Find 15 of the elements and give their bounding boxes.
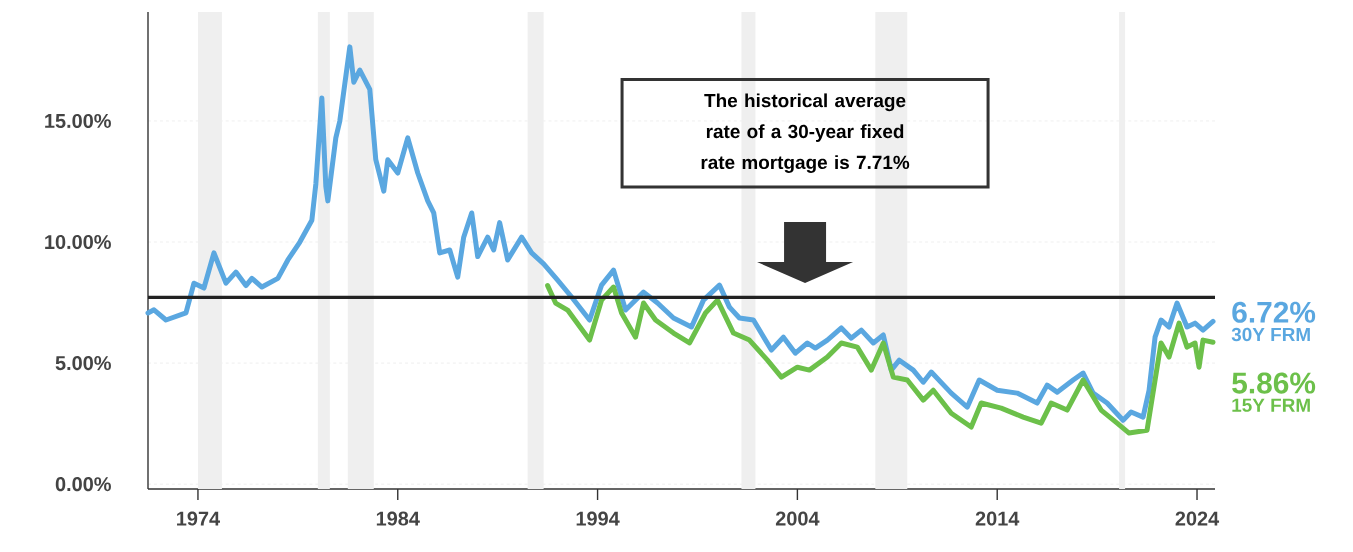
x-tick-label: 2014	[975, 511, 1020, 526]
text: 15Y FRM	[1232, 398, 1310, 412]
y-tick-label: 10.00%	[45, 234, 111, 250]
x-tick-label: 1974	[177, 511, 220, 526]
x-tick-label: 2004	[775, 511, 820, 526]
y-tick-label: 15.00%	[45, 113, 111, 128]
x-tick-label: 2024	[1175, 511, 1220, 526]
series-label: 30Y FRM	[1231, 327, 1310, 342]
y-tick-label: 5.00%	[55, 356, 111, 371]
annotation: The historical average rate of a 30-year fixed rate mortgage is 7.71%	[701, 93, 910, 173]
annotation: 6.72%	[1232, 301, 1316, 323]
annotation: 5.86%	[1232, 372, 1316, 394]
x-tick-label: 1994	[576, 511, 620, 526]
x-tick-label: 1984	[376, 511, 420, 526]
y-tick-label: 0.00%	[55, 477, 111, 492]
